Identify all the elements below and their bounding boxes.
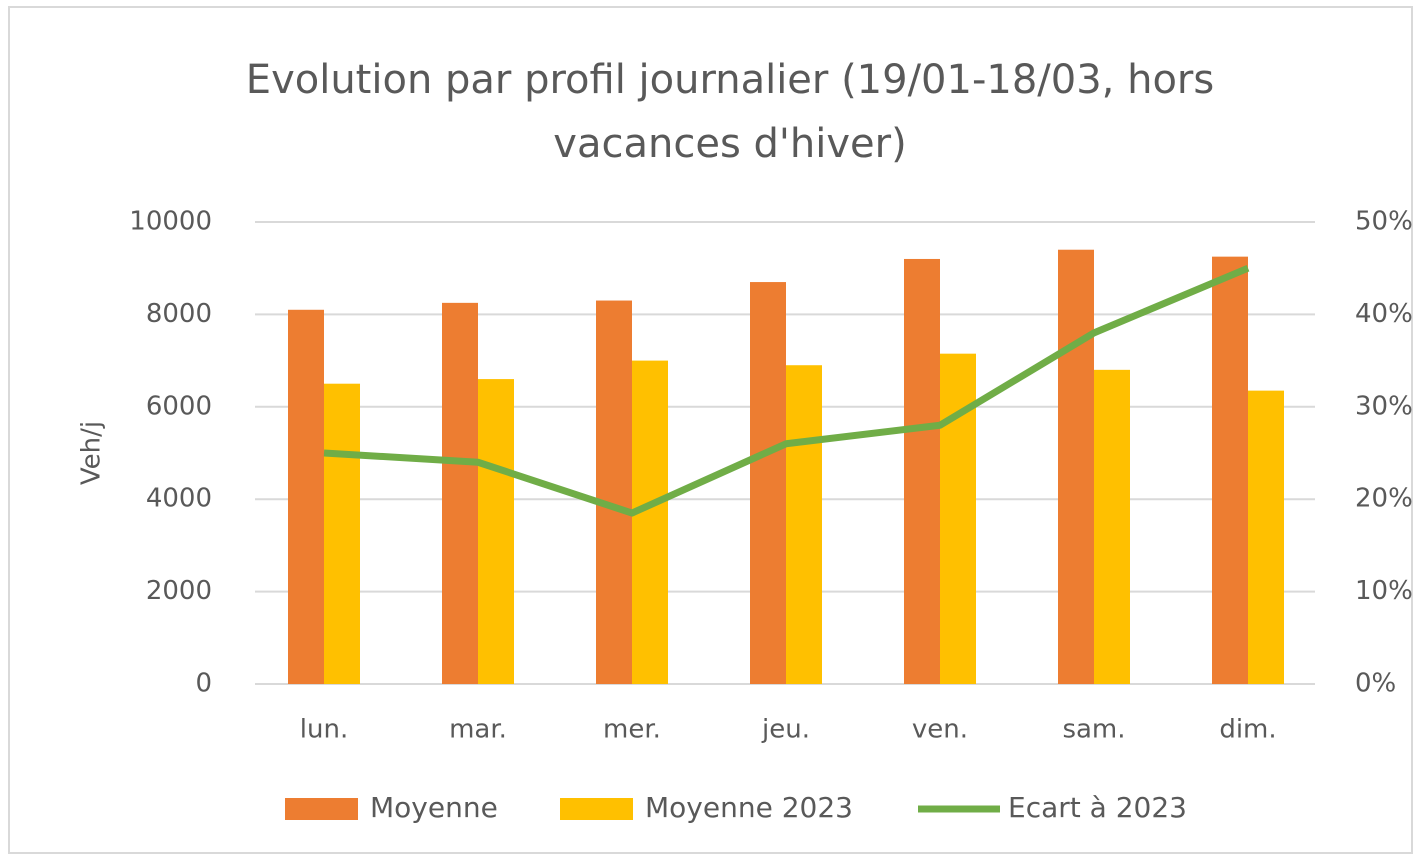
- legend-label: Moyenne 2023: [645, 791, 853, 824]
- bar: [1248, 390, 1284, 684]
- y-tick-label: 10000: [129, 207, 212, 237]
- y2-tick-label: 0%: [1355, 669, 1396, 699]
- bar: [596, 300, 632, 684]
- legend-swatch: [285, 798, 358, 820]
- x-tick-label: ven.: [912, 715, 968, 745]
- legend-label: Moyenne: [370, 791, 498, 824]
- y-tick-label: 2000: [146, 576, 212, 606]
- chart-frame: [8, 6, 1413, 854]
- bar: [750, 282, 786, 684]
- chart-title: Evolution par profil journalier (19/01-1…: [245, 57, 1215, 167]
- y-tick-label: 0: [195, 669, 212, 699]
- x-tick-label: lun.: [300, 715, 348, 745]
- legend-swatch: [560, 798, 633, 820]
- bar: [478, 379, 514, 684]
- line: [323, 264, 1250, 517]
- x-tick-label: sam.: [1062, 715, 1125, 745]
- y2-tick-label: 40%: [1355, 299, 1413, 329]
- y2-tick-label: 20%: [1355, 484, 1413, 514]
- bar: [1212, 256, 1248, 684]
- x-tick-label: dim.: [1219, 715, 1276, 745]
- y-tick-label: 8000: [146, 299, 212, 329]
- bar: [442, 302, 478, 684]
- bar: [324, 383, 360, 684]
- bar: [1094, 369, 1130, 684]
- y-tick-label: 4000: [146, 484, 212, 514]
- x-tick-label: mer.: [603, 715, 661, 745]
- bar: [904, 258, 940, 684]
- bar: [288, 309, 324, 684]
- bar: [786, 365, 822, 684]
- y-tick-label: 6000: [146, 391, 212, 421]
- x-tick-label: jeu.: [761, 715, 810, 745]
- legend-label: Ecart à 2023: [1008, 791, 1187, 824]
- bar: [1058, 249, 1094, 684]
- y-axis-label: Veh/j: [77, 421, 107, 485]
- y2-tick-label: 10%: [1355, 576, 1413, 606]
- y2-tick-label: 30%: [1355, 391, 1413, 421]
- y2-tick-label: 50%: [1355, 207, 1413, 237]
- x-tick-label: mar.: [449, 715, 507, 745]
- bar: [632, 360, 668, 684]
